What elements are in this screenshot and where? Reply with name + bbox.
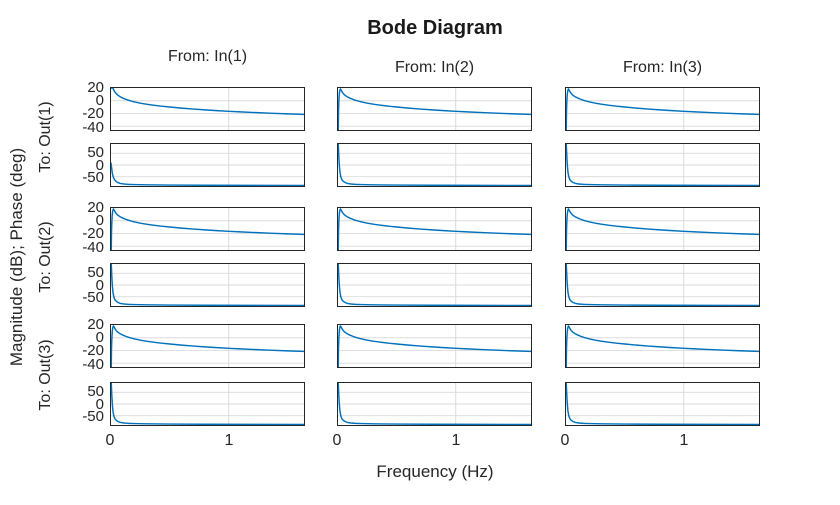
y-tick-label-mag: -40 (82, 118, 104, 136)
y-tick-label-phase: 50 (87, 264, 104, 282)
subplot-phase-out2-in3 (565, 263, 760, 307)
y-tick-label-mag: -20 (82, 105, 104, 123)
y-tick-label-mag: 0 (95, 211, 104, 229)
y-tick-label-phase: 0 (95, 395, 104, 413)
subplot-mag-out2-in2 (337, 207, 532, 251)
subplot-phase-out1-in3 (565, 143, 760, 187)
response-curve-mag (566, 208, 759, 250)
response-curve-phase (111, 162, 304, 186)
subplot-phase-out1-in1 (110, 143, 305, 187)
y-tick-label-mag: 20 (87, 198, 104, 216)
subplot-phase-out2-in2 (337, 263, 532, 307)
y-tick-label-mag: 0 (95, 328, 104, 346)
subplot-mag-out3-in3 (565, 324, 760, 368)
response-curve-phase (338, 383, 531, 425)
y-tick-label-phase: -50 (82, 168, 104, 186)
y-tick-label-mag: 20 (87, 315, 104, 333)
response-curve-mag (338, 208, 531, 250)
subplot-mag-out3-in2 (337, 324, 532, 368)
y-tick-label-phase: 50 (87, 144, 104, 162)
row-label-out1: To: Out(1) (37, 101, 54, 173)
subplot-mag-out2-in3 (565, 207, 760, 251)
subplot-phase-out2-in1 (110, 263, 305, 307)
x-tick-label: 0 (332, 432, 342, 449)
y-tick-label-phase: -50 (82, 407, 104, 425)
y-tick-label-mag: -40 (82, 238, 104, 256)
chart-title: Bode Diagram (367, 17, 503, 39)
y-tick-label-phase: 0 (95, 156, 104, 174)
row-label-out2: To: Out(2) (37, 221, 54, 293)
subplot-phase-out3-in1 (110, 382, 305, 426)
subplot-mag-out3-in1 (110, 324, 305, 368)
y-axis-label: Magnitude (dB); Phase (deg) (7, 147, 26, 367)
row-label-out3: To: Out(3) (37, 339, 54, 411)
x-tick-label: 1 (679, 432, 689, 449)
response-curve-mag (566, 325, 759, 367)
response-curve-mag (111, 325, 304, 367)
y-tick-label-mag: -20 (82, 225, 104, 243)
subplot-mag-out1-in3 (565, 87, 760, 131)
y-tick-label-mag: -20 (82, 342, 104, 360)
response-curve-phase (566, 264, 759, 306)
response-curve-mag (338, 325, 531, 367)
y-tick-label-phase: -50 (82, 288, 104, 306)
x-tick-label: 0 (105, 432, 115, 449)
x-axis-label: Frequency (Hz) (376, 462, 494, 481)
response-curve-mag (111, 88, 304, 116)
response-curve-mag (338, 88, 531, 130)
subplot-phase-out3-in3 (565, 382, 760, 426)
response-curve-phase (111, 383, 304, 425)
subplot-phase-out1-in2 (337, 143, 532, 187)
column-header-in3: From: In(3) (622, 59, 703, 76)
x-tick-label: 1 (224, 432, 234, 449)
response-curve-mag (111, 208, 304, 250)
response-curve-phase (111, 264, 304, 306)
subplot-phase-out3-in2 (337, 382, 532, 426)
y-tick-label-phase: 50 (87, 383, 104, 401)
y-tick-label-mag: 20 (87, 78, 104, 96)
response-curve-mag (566, 88, 759, 130)
subplot-mag-out1-in2 (337, 87, 532, 131)
y-tick-label-phase: 0 (95, 276, 104, 294)
y-tick-label-mag: 0 (95, 91, 104, 109)
response-curve-phase (566, 144, 759, 186)
response-curve-phase (338, 144, 531, 186)
column-header-in1: From: In(1) (167, 48, 248, 65)
response-curve-phase (566, 383, 759, 425)
column-header-in2: From: In(2) (394, 59, 475, 76)
x-tick-label: 1 (451, 432, 461, 449)
subplot-mag-out2-in1 (110, 207, 305, 251)
response-curve-phase (338, 264, 531, 306)
x-tick-label: 0 (560, 432, 570, 449)
subplot-mag-out1-in1 (110, 87, 305, 131)
y-tick-label-mag: -40 (82, 355, 104, 373)
